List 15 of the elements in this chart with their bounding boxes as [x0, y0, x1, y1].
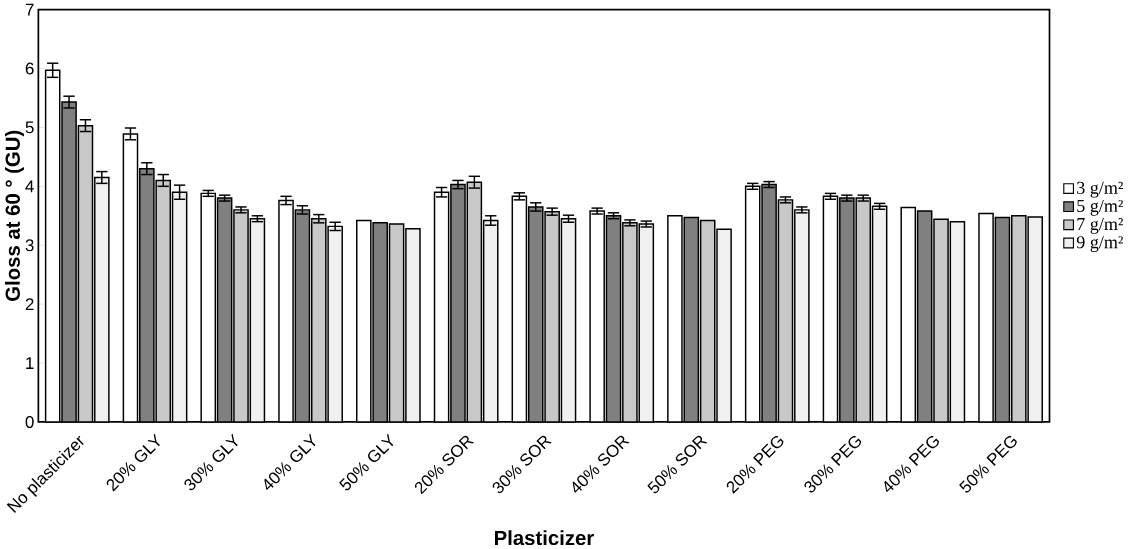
y-axis-title: Gloss at 60 ° (GU): [5, 130, 24, 301]
y-tick-label: 3: [25, 239, 34, 252]
legend-label: 7 g/m²: [1077, 218, 1123, 234]
legend-label: 3 g/m²: [1077, 181, 1123, 198]
y-tick-label: 2: [25, 298, 34, 311]
y-tick-label: 4: [25, 180, 34, 193]
legend-label: 5 g/m²: [1077, 199, 1123, 216]
x-tick-label: 40% GLY: [264, 433, 316, 490]
y-tick-label: 1: [26, 357, 34, 369]
y-tick-label: 7: [25, 3, 34, 16]
y-tick-label: 5: [25, 121, 34, 134]
x-axis-title: Plasticizer: [494, 530, 594, 546]
y-tick-label: 6: [25, 62, 34, 75]
y-tick-label: 0: [25, 416, 34, 429]
legend-label: 9 g/m²: [1076, 236, 1123, 253]
